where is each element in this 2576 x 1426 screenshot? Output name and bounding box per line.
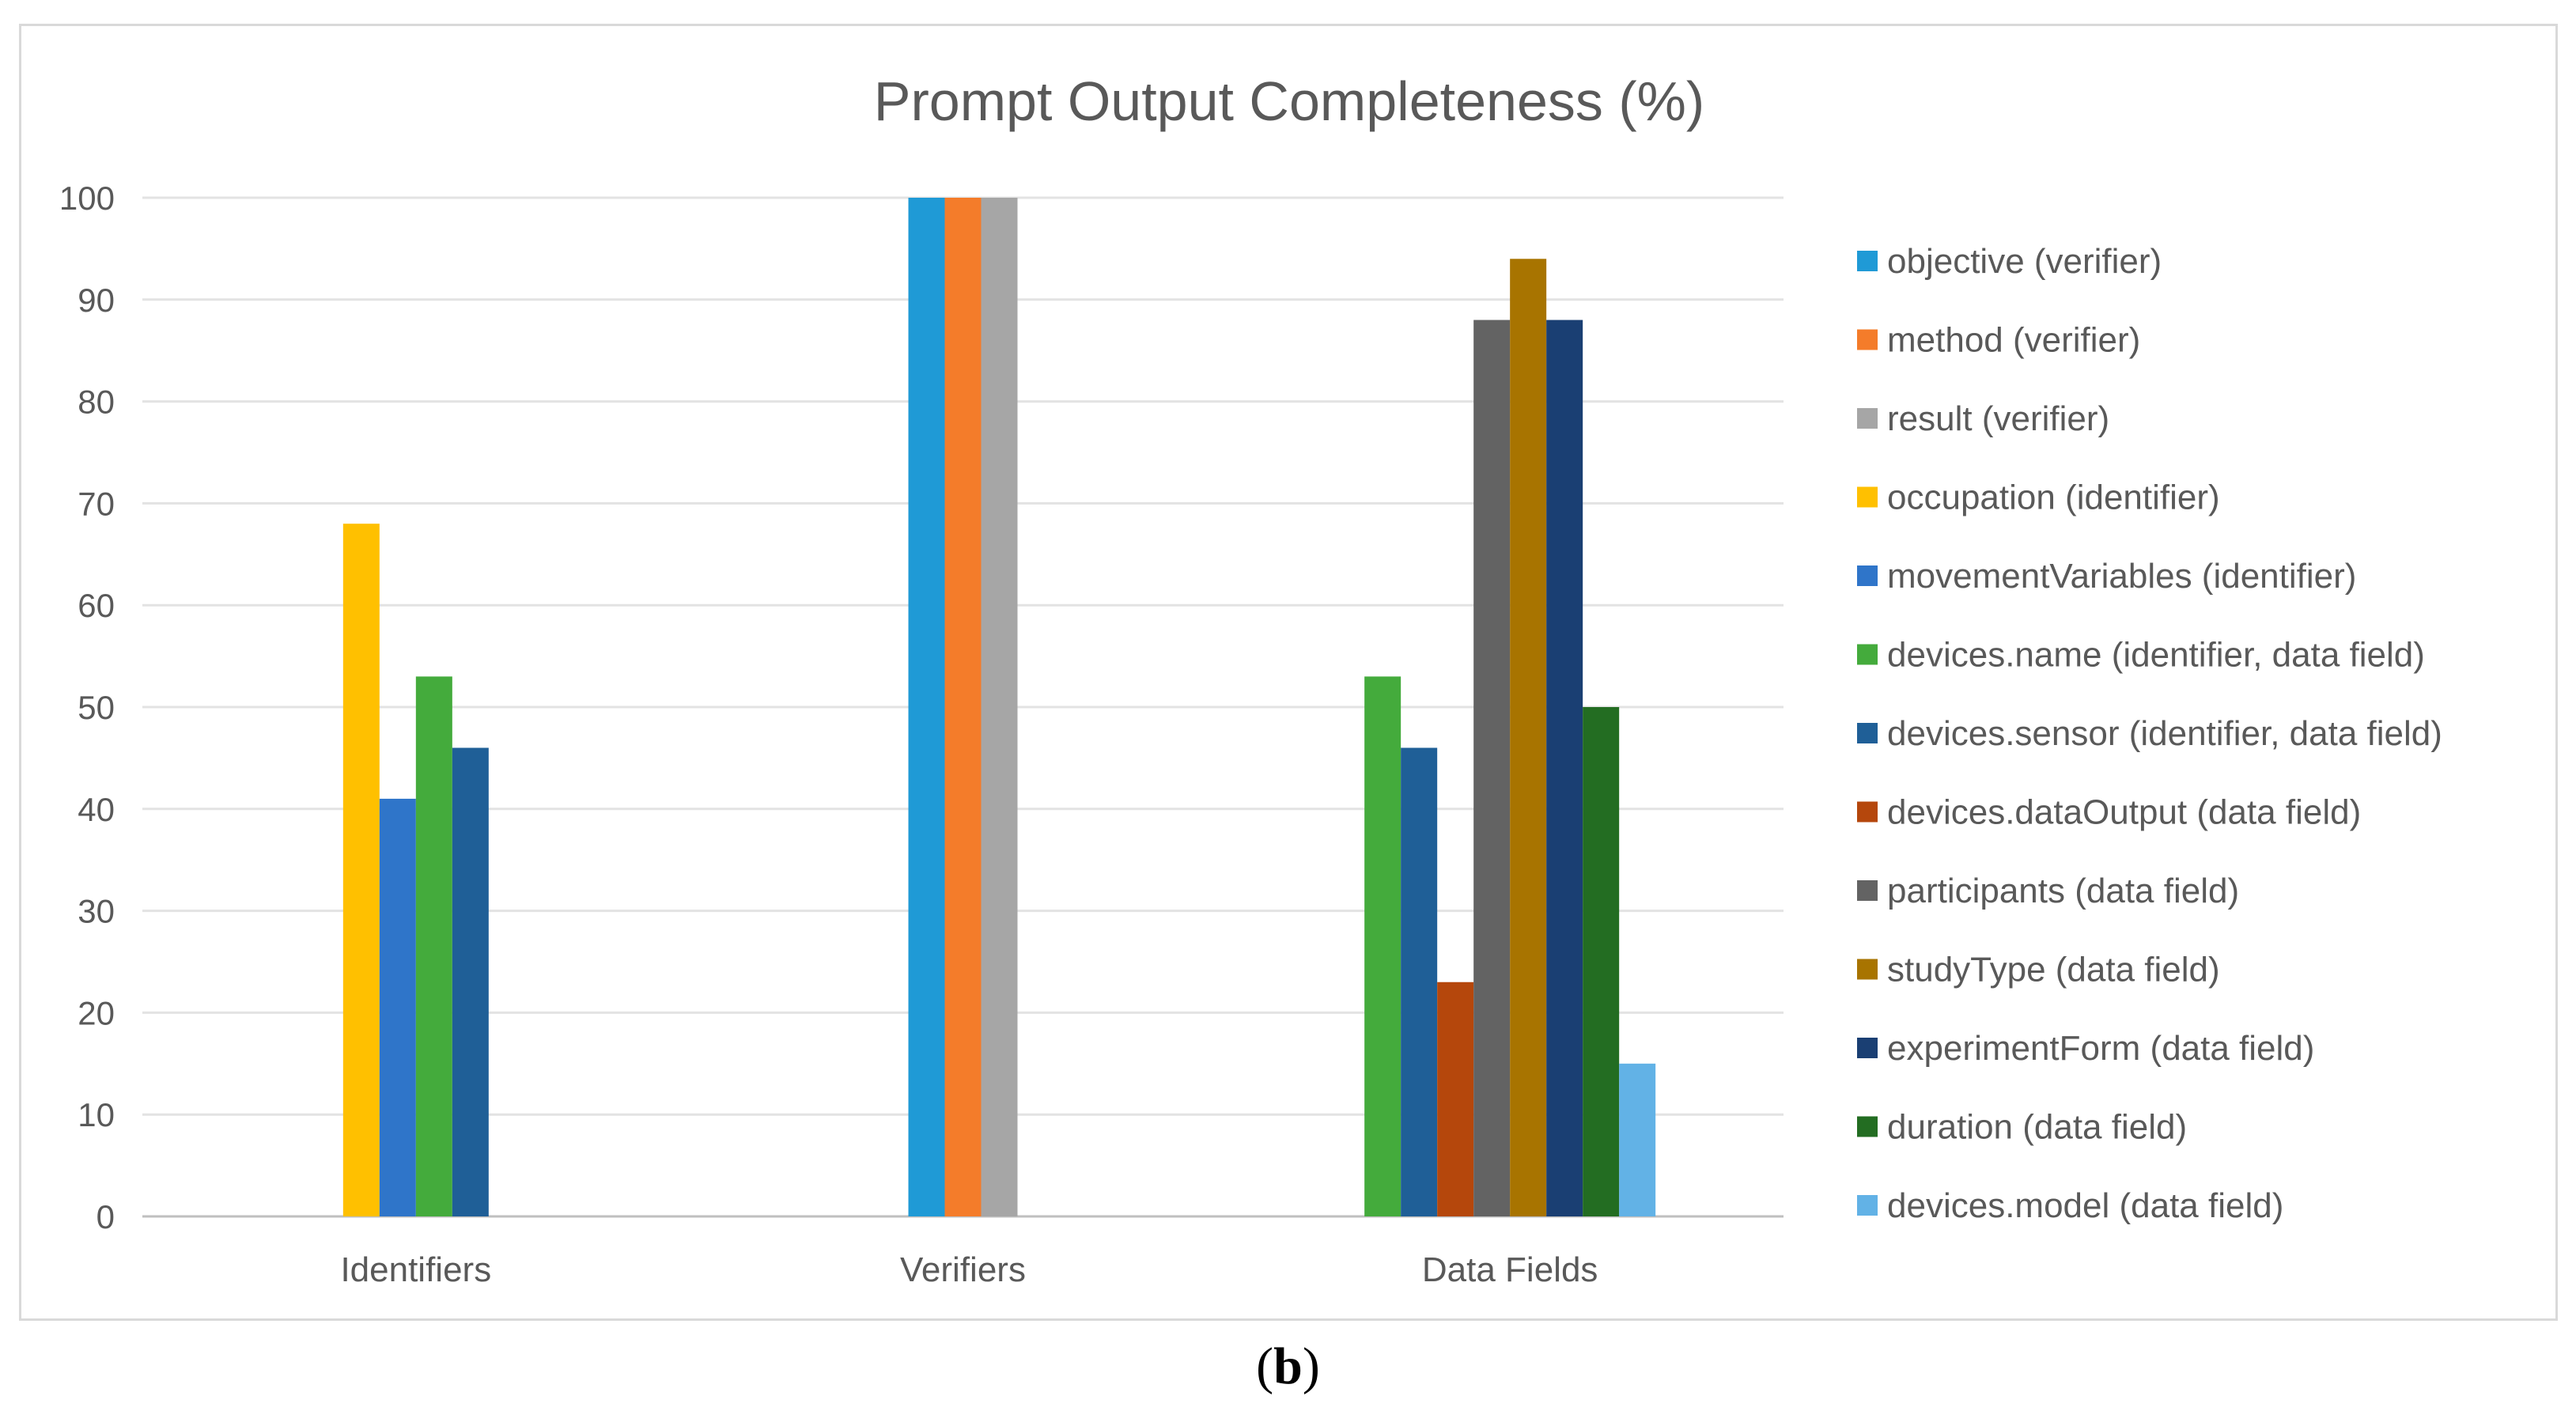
y-tick-label: 90: [78, 282, 115, 319]
legend-label: devices.model (data field): [1887, 1186, 2283, 1225]
legend-swatch: [1857, 723, 1878, 743]
bar: [342, 524, 380, 1216]
y-tick-label: 0: [96, 1198, 115, 1235]
x-tick-label: Data Fields: [1422, 1250, 1598, 1289]
y-tick-label: 100: [59, 180, 115, 217]
legend-label: occupation (identifier): [1887, 478, 2220, 517]
x-tick-label: Verifiers: [900, 1250, 1026, 1289]
bar: [944, 198, 982, 1216]
y-tick-label: 30: [78, 893, 115, 930]
legend-swatch: [1857, 1116, 1878, 1137]
bar: [415, 676, 452, 1216]
legend-swatch: [1857, 644, 1878, 665]
legend-label: devices.name (identifier, data field): [1887, 636, 2425, 675]
legend-swatch: [1857, 565, 1878, 586]
bar: [1364, 676, 1401, 1216]
bar: [1401, 747, 1438, 1216]
legend-swatch: [1857, 251, 1878, 271]
bar: [981, 198, 1018, 1216]
legend-swatch: [1857, 959, 1878, 980]
y-tick-label: 50: [78, 689, 115, 726]
y-tick-label: 60: [78, 587, 115, 624]
legend-swatch: [1857, 1195, 1878, 1216]
legend-label: result (verifier): [1887, 399, 2109, 438]
bar: [1437, 982, 1474, 1216]
bar: [908, 198, 945, 1216]
y-tick-label: 10: [78, 1096, 115, 1133]
y-tick-label: 20: [78, 994, 115, 1031]
legend-label: movementVariables (identifier): [1887, 557, 2356, 596]
legend-label: objective (verifier): [1887, 242, 2162, 281]
legend-label: method (verifier): [1887, 321, 2140, 360]
y-tick-label: 80: [78, 384, 115, 421]
bar: [1473, 320, 1511, 1216]
legend-swatch: [1857, 801, 1878, 823]
legend-label: experimentForm (data field): [1887, 1029, 2314, 1068]
bar: [1510, 259, 1547, 1216]
bar: [379, 798, 416, 1216]
y-tick-label: 70: [78, 485, 115, 522]
bar: [1619, 1063, 1656, 1216]
legend-swatch: [1857, 408, 1878, 429]
legend-label: duration (data field): [1887, 1108, 2187, 1147]
legend-label: participants (data field): [1887, 872, 2239, 910]
subfigure-label: (b): [1256, 1337, 1320, 1395]
x-tick-label: Identifiers: [340, 1250, 491, 1289]
bar: [1583, 707, 1620, 1216]
legend-swatch: [1857, 329, 1878, 350]
bar: [1546, 320, 1583, 1216]
bar: [452, 747, 489, 1216]
legend-swatch: [1857, 486, 1878, 508]
legend-swatch: [1857, 880, 1878, 901]
legend-label: devices.dataOutput (data field): [1887, 793, 2361, 832]
y-tick-label: 40: [78, 791, 115, 828]
legend-swatch: [1857, 1038, 1878, 1058]
legend-label: devices.sensor (identifier, data field): [1887, 714, 2442, 753]
chart-title: Prompt Output Completeness (%): [874, 70, 1704, 132]
legend-label: studyType (data field): [1887, 951, 2220, 989]
